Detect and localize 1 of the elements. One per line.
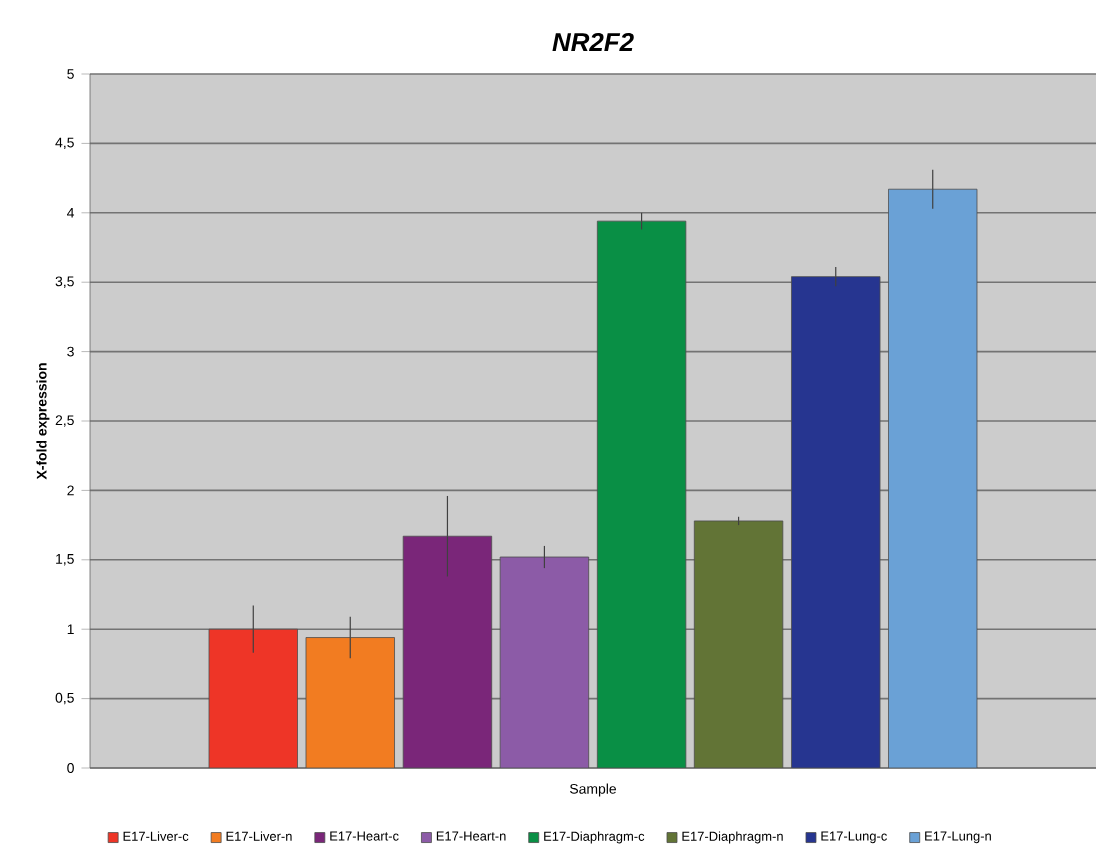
- chart-title: NR2F2: [552, 32, 634, 51]
